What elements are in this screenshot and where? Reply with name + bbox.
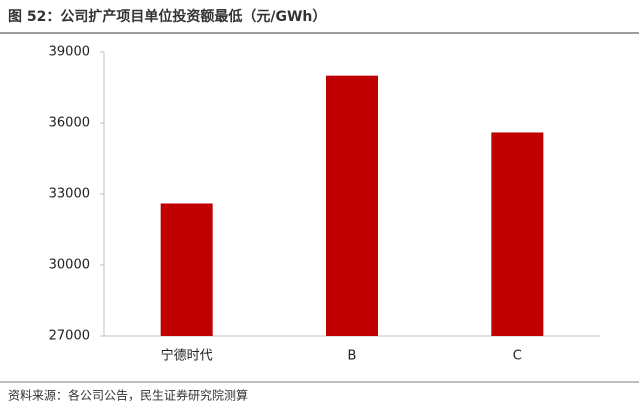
source-note: 资料来源：各公司公告，民生证券研究院测算 <box>8 388 248 403</box>
bar <box>326 75 378 337</box>
y-tick-label: 39000 <box>49 45 90 60</box>
y-tick-label: 36000 <box>49 116 90 131</box>
x-tick-label: B <box>348 349 357 364</box>
y-tick-label: 30000 <box>49 258 90 273</box>
x-tick-label: C <box>513 349 522 364</box>
chart-title: 图 52：公司扩产项目单位投资额最低（元/GWh） <box>8 8 326 25</box>
y-tick-label: 27000 <box>49 329 90 344</box>
bar <box>491 132 544 336</box>
x-tick-label: 宁德时代 <box>161 348 213 364</box>
bar <box>160 203 213 336</box>
y-tick-label: 33000 <box>49 187 90 202</box>
